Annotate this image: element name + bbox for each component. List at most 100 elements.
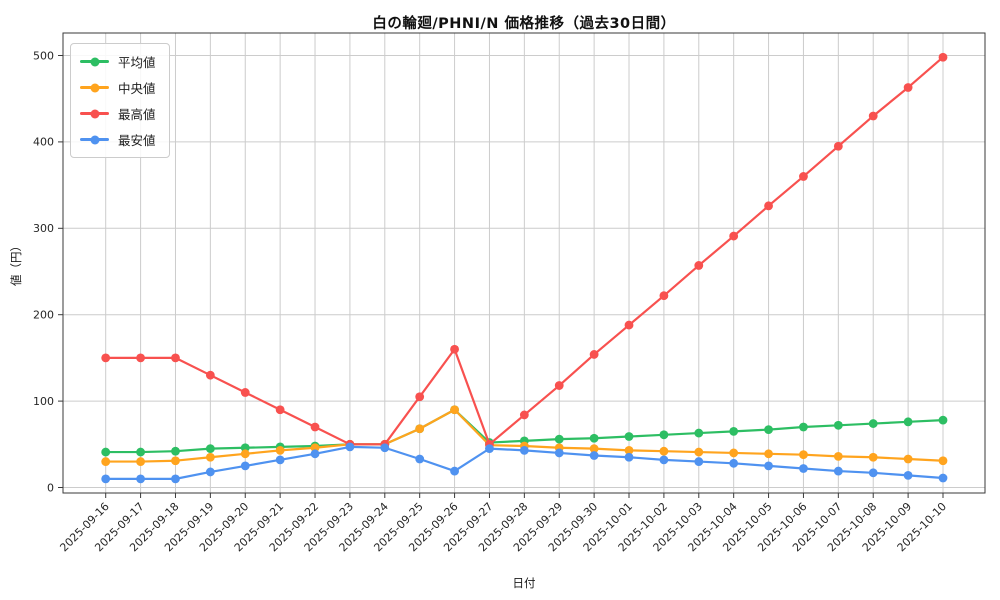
- legend-label: 中央値: [118, 81, 156, 96]
- data-point: [589, 451, 599, 460]
- x-axis-label: 日付: [512, 576, 536, 590]
- data-point: [136, 474, 145, 484]
- data-point: [833, 451, 843, 461]
- data-point: [624, 320, 634, 330]
- legend-item: 最高値: [80, 104, 156, 123]
- data-point: [833, 420, 843, 430]
- y-tick-label: 300: [33, 222, 54, 235]
- data-point: [171, 446, 180, 456]
- legend-dot-icon: [90, 57, 99, 66]
- data-point: [799, 422, 808, 432]
- data-point: [799, 464, 808, 473]
- data-point: [694, 428, 704, 438]
- data-point: [624, 432, 634, 441]
- data-point: [938, 456, 948, 466]
- data-point: [554, 381, 564, 390]
- data-point: [868, 452, 878, 462]
- data-point: [380, 443, 390, 453]
- data-point: [101, 474, 111, 484]
- legend-dot-icon: [90, 83, 99, 92]
- data-point: [101, 447, 111, 457]
- data-point: [415, 424, 425, 434]
- data-point: [729, 458, 739, 468]
- data-point: [624, 452, 634, 462]
- y-tick-label: 100: [33, 395, 54, 408]
- data-point: [694, 447, 704, 457]
- data-point: [415, 392, 425, 402]
- data-point: [310, 443, 320, 453]
- data-point: [519, 445, 529, 455]
- data-point: [659, 430, 669, 440]
- data-point: [519, 410, 529, 420]
- data-point: [240, 388, 250, 397]
- chart-title: 白の輪廻/PHNI/N 価格推移（過去30日間）: [372, 16, 676, 32]
- data-point: [659, 291, 669, 301]
- legend-dot-icon: [90, 135, 99, 144]
- legend-label: 平均値: [118, 55, 156, 70]
- legend-line-marker-icon: [80, 109, 109, 118]
- data-point: [554, 434, 564, 444]
- legend-line-marker-icon: [80, 57, 109, 66]
- data-point: [764, 201, 773, 211]
- data-point: [589, 350, 599, 359]
- data-point: [903, 417, 913, 427]
- data-point: [415, 454, 425, 464]
- data-point: [694, 457, 704, 466]
- data-point: [205, 370, 215, 380]
- data-point: [589, 444, 599, 454]
- legend-item: 中央値: [80, 78, 156, 97]
- data-point: [136, 457, 145, 466]
- data-point: [729, 426, 739, 436]
- data-point: [275, 445, 285, 455]
- data-point: [868, 111, 878, 121]
- data-point: [764, 461, 773, 471]
- data-point: [729, 231, 739, 241]
- data-point: [450, 466, 459, 476]
- series-最安値: [101, 442, 948, 484]
- data-point: [659, 455, 669, 465]
- legend-label: 最安値: [118, 133, 156, 148]
- data-point: [868, 419, 878, 428]
- data-point: [205, 444, 215, 454]
- data-point: [136, 447, 145, 457]
- data-point: [799, 450, 808, 460]
- data-point: [833, 141, 843, 151]
- data-point: [903, 454, 913, 464]
- data-point: [240, 443, 250, 453]
- data-point: [275, 455, 285, 465]
- data-point: [450, 344, 459, 354]
- data-point: [868, 468, 878, 478]
- data-point: [833, 466, 843, 476]
- data-point: [624, 445, 634, 455]
- data-point: [136, 353, 145, 363]
- legend-label: 最高値: [118, 107, 156, 122]
- data-point: [275, 405, 285, 415]
- data-point: [171, 474, 180, 484]
- data-point: [554, 448, 564, 458]
- legend-dot-icon: [90, 109, 99, 118]
- data-point: [903, 83, 913, 92]
- data-point: [450, 405, 459, 415]
- data-point: [310, 422, 320, 432]
- data-point: [799, 172, 808, 181]
- data-point: [171, 456, 180, 466]
- data-point: [101, 457, 111, 466]
- data-point: [659, 446, 669, 456]
- data-point: [345, 442, 355, 452]
- data-point: [694, 261, 704, 270]
- data-point: [240, 461, 250, 471]
- data-point: [485, 444, 494, 454]
- y-tick-label: 0: [47, 481, 54, 494]
- data-point: [205, 467, 215, 477]
- legend: 平均値中央値最高値最安値: [70, 43, 170, 158]
- data-point: [938, 415, 948, 425]
- data-point: [240, 449, 250, 459]
- data-point: [171, 353, 180, 363]
- data-point: [101, 353, 111, 363]
- data-point: [938, 473, 948, 483]
- data-point: [764, 425, 773, 435]
- legend-line-marker-icon: [80, 135, 109, 144]
- data-point: [205, 452, 215, 462]
- legend-item: 平均値: [80, 52, 156, 71]
